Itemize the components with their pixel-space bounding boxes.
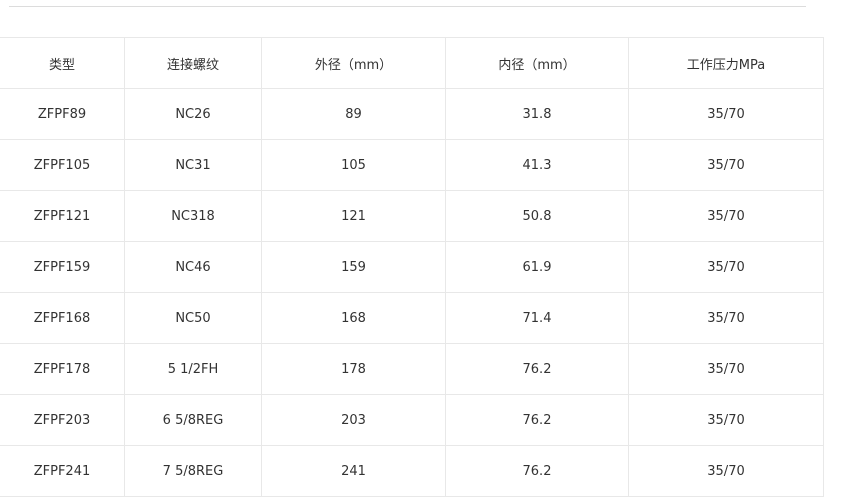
cell-type: ZFPF178 — [0, 343, 125, 395]
cell-inner-diameter: 41.3 — [445, 139, 629, 191]
cell-outer-diameter: 105 — [261, 139, 446, 191]
cell-thread: 6 5/8REG — [124, 394, 262, 446]
cell-outer-diameter: 203 — [261, 394, 446, 446]
cell-pressure: 35/70 — [628, 394, 824, 446]
cell-thread: NC46 — [124, 241, 262, 293]
cell-inner-diameter: 31.8 — [445, 88, 629, 140]
cell-pressure: 35/70 — [628, 343, 824, 395]
cell-pressure: 35/70 — [628, 139, 824, 191]
cell-outer-diameter: 159 — [261, 241, 446, 293]
table-row: ZFPF168 NC50 168 71.4 35/70 — [0, 292, 824, 344]
cell-inner-diameter: 76.2 — [445, 343, 629, 395]
cell-type: ZFPF159 — [0, 241, 125, 293]
cell-thread: 5 1/2FH — [124, 343, 262, 395]
divider-line — [9, 6, 806, 7]
header-outer-diameter: 外径（mm） — [261, 37, 446, 89]
cell-outer-diameter: 241 — [261, 445, 446, 497]
table-row: ZFPF203 6 5/8REG 203 76.2 35/70 — [0, 394, 824, 446]
cell-thread: NC26 — [124, 88, 262, 140]
cell-inner-diameter: 61.9 — [445, 241, 629, 293]
cell-type: ZFPF241 — [0, 445, 125, 497]
cell-pressure: 35/70 — [628, 190, 824, 242]
cell-thread: 7 5/8REG — [124, 445, 262, 497]
cell-thread: NC318 — [124, 190, 262, 242]
cell-inner-diameter: 76.2 — [445, 445, 629, 497]
table-row: ZFPF89 NC26 89 31.8 35/70 — [0, 88, 824, 140]
cell-type: ZFPF203 — [0, 394, 125, 446]
cell-outer-diameter: 178 — [261, 343, 446, 395]
spec-table: 类型 连接螺纹 外径（mm） 内径（mm） 工作压力MPa ZFPF89 NC26… — [0, 37, 824, 497]
table-row: ZFPF159 NC46 159 61.9 35/70 — [0, 241, 824, 293]
table-row: ZFPF178 5 1/2FH 178 76.2 35/70 — [0, 343, 824, 395]
cell-pressure: 35/70 — [628, 292, 824, 344]
header-inner-diameter: 内径（mm） — [445, 37, 629, 89]
header-pressure: 工作压力MPa — [628, 37, 824, 89]
cell-type: ZFPF89 — [0, 88, 125, 140]
cell-thread: NC50 — [124, 292, 262, 344]
cell-inner-diameter: 76.2 — [445, 394, 629, 446]
cell-type: ZFPF121 — [0, 190, 125, 242]
cell-pressure: 35/70 — [628, 88, 824, 140]
cell-inner-diameter: 50.8 — [445, 190, 629, 242]
cell-type: ZFPF105 — [0, 139, 125, 191]
cell-outer-diameter: 89 — [261, 88, 446, 140]
cell-outer-diameter: 121 — [261, 190, 446, 242]
table-row: ZFPF241 7 5/8REG 241 76.2 35/70 — [0, 445, 824, 497]
table-header-row: 类型 连接螺纹 外径（mm） 内径（mm） 工作压力MPa — [0, 37, 824, 89]
table-row: ZFPF121 NC318 121 50.8 35/70 — [0, 190, 824, 242]
cell-pressure: 35/70 — [628, 241, 824, 293]
cell-pressure: 35/70 — [628, 445, 824, 497]
cell-thread: NC31 — [124, 139, 262, 191]
table-row: ZFPF105 NC31 105 41.3 35/70 — [0, 139, 824, 191]
header-type: 类型 — [0, 37, 125, 89]
cell-outer-diameter: 168 — [261, 292, 446, 344]
cell-type: ZFPF168 — [0, 292, 125, 344]
header-thread: 连接螺纹 — [124, 37, 262, 89]
cell-inner-diameter: 71.4 — [445, 292, 629, 344]
